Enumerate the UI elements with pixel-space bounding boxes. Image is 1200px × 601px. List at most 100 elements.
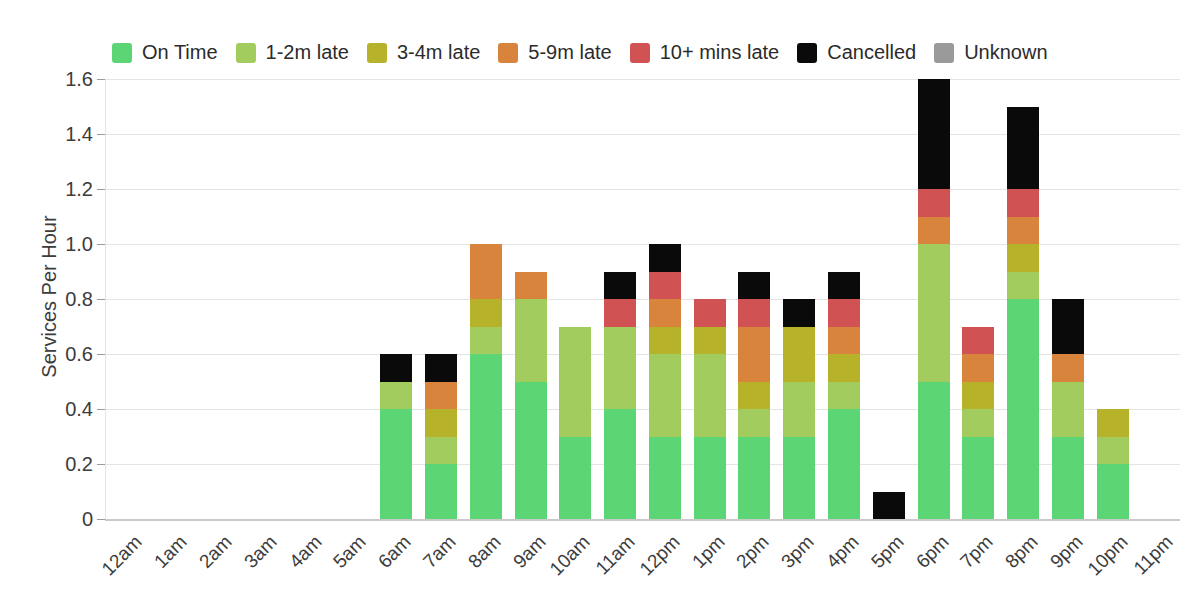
bar-segment-cancelled xyxy=(1007,107,1039,190)
bar-segment-3-4m-late xyxy=(425,409,457,437)
bar-1pm xyxy=(694,79,726,519)
legend-item-on-time[interactable]: On Time xyxy=(112,41,218,64)
bar-segment-5-9m-late xyxy=(962,354,994,382)
y-tick-mark xyxy=(97,79,105,80)
bar-segment-10-mins-late xyxy=(918,189,950,217)
bar-10am xyxy=(559,79,591,519)
bar-7pm xyxy=(962,79,994,519)
bar-9am xyxy=(515,79,547,519)
bar-segment-10-mins-late xyxy=(694,299,726,327)
y-tick-label: 0.4 xyxy=(3,397,93,421)
y-tick-label: 1.6 xyxy=(3,67,93,91)
bar-8pm xyxy=(1007,79,1039,519)
legend-label: Cancelled xyxy=(827,41,916,64)
y-tick-mark xyxy=(97,299,105,300)
bar-segment-10-mins-late xyxy=(649,272,681,300)
bar-segment-5-9m-late xyxy=(1007,217,1039,245)
bar-segment-1-2m-late xyxy=(828,382,860,410)
legend-swatch-icon xyxy=(797,43,817,63)
bar-segment-1-2m-late xyxy=(604,327,636,410)
bar-9pm xyxy=(1052,79,1084,519)
bar-segment-5-9m-late xyxy=(649,299,681,327)
bar-segment-1-2m-late xyxy=(515,299,547,382)
bar-segment-1-2m-late xyxy=(425,437,457,465)
legend-swatch-icon xyxy=(112,43,132,63)
bar-segment-on-time xyxy=(1097,464,1129,519)
bar-segment-cancelled xyxy=(918,79,950,189)
legend-label: 3-4m late xyxy=(397,41,480,64)
bar-segment-1-2m-late xyxy=(649,354,681,437)
y-tick-mark xyxy=(97,189,105,190)
bar-6am xyxy=(380,79,412,519)
legend-label: 5-9m late xyxy=(528,41,611,64)
legend-item-10-mins-late[interactable]: 10+ mins late xyxy=(630,41,780,64)
bar-segment-cancelled xyxy=(649,244,681,272)
bar-segment-3-4m-late xyxy=(1007,244,1039,272)
y-tick-label: 0.2 xyxy=(3,452,93,476)
bar-12pm xyxy=(649,79,681,519)
plot-area xyxy=(105,79,1180,519)
y-tick-mark xyxy=(97,519,105,520)
bar-segment-5-9m-late xyxy=(828,327,860,355)
bar-segment-5-9m-late xyxy=(515,272,547,300)
bar-segment-5-9m-late xyxy=(918,217,950,245)
legend-swatch-icon xyxy=(630,43,650,63)
bar-segment-1-2m-late xyxy=(470,327,502,355)
bar-segment-on-time xyxy=(470,354,502,519)
y-tick-label: 0 xyxy=(3,507,93,531)
bar-6pm xyxy=(918,79,950,519)
legend-label: 10+ mins late xyxy=(660,41,780,64)
legend-swatch-icon xyxy=(367,43,387,63)
y-tick-mark xyxy=(97,464,105,465)
bar-segment-3-4m-late xyxy=(962,382,994,410)
bar-segment-cancelled xyxy=(783,299,815,327)
bar-segment-1-2m-late xyxy=(962,409,994,437)
legend-label: Unknown xyxy=(964,41,1047,64)
bar-segment-on-time xyxy=(1052,437,1084,520)
bar-segment-10-mins-late xyxy=(1007,189,1039,217)
bar-segment-3-4m-late xyxy=(694,327,726,355)
bar-segment-cancelled xyxy=(828,272,860,300)
legend-item-3-4m-late[interactable]: 3-4m late xyxy=(367,41,480,64)
bar-segment-5-9m-late xyxy=(738,327,770,382)
bar-segment-cancelled xyxy=(873,492,905,520)
bar-segment-5-9m-late xyxy=(470,244,502,299)
bar-segment-cancelled xyxy=(380,354,412,382)
bar-segment-on-time xyxy=(515,382,547,520)
legend-label: 1-2m late xyxy=(266,41,349,64)
bar-segment-10-mins-late xyxy=(738,299,770,327)
bar-segment-1-2m-late xyxy=(380,382,412,410)
bar-segment-10-mins-late xyxy=(828,299,860,327)
bar-segment-3-4m-late xyxy=(828,354,860,382)
y-tick-mark xyxy=(97,409,105,410)
bar-segment-3-4m-late xyxy=(649,327,681,355)
bar-segment-on-time xyxy=(828,409,860,519)
legend-item-1-2m-late[interactable]: 1-2m late xyxy=(236,41,349,64)
bar-7am xyxy=(425,79,457,519)
bar-3pm xyxy=(783,79,815,519)
legend-swatch-icon xyxy=(236,43,256,63)
bar-segment-10-mins-late xyxy=(604,299,636,327)
bar-segment-1-2m-late xyxy=(1052,382,1084,437)
legend-item-unknown[interactable]: Unknown xyxy=(934,41,1047,64)
services-per-hour-chart: On Time 1-2m late 3-4m late 5-9m late 10+ mi… xyxy=(0,0,1200,601)
bar-segment-on-time xyxy=(649,437,681,520)
bar-segment-on-time xyxy=(962,437,994,520)
legend-item-5-9m-late[interactable]: 5-9m late xyxy=(498,41,611,64)
bar-segment-on-time xyxy=(559,437,591,520)
bar-segment-1-2m-late xyxy=(918,244,950,382)
bar-2pm xyxy=(738,79,770,519)
bar-segment-cancelled xyxy=(1052,299,1084,354)
y-tick-label: 0.8 xyxy=(3,287,93,311)
bar-segment-5-9m-late xyxy=(425,382,457,410)
bar-segment-3-4m-late xyxy=(470,299,502,327)
bar-5pm xyxy=(873,79,905,519)
bar-segment-1-2m-late xyxy=(694,354,726,437)
bar-11am xyxy=(604,79,636,519)
bar-segment-1-2m-late xyxy=(738,409,770,437)
bar-segment-cancelled xyxy=(604,272,636,300)
bar-segment-on-time xyxy=(918,382,950,520)
legend-item-cancelled[interactable]: Cancelled xyxy=(797,41,916,64)
bar-segment-on-time xyxy=(783,437,815,520)
legend-swatch-icon xyxy=(934,43,954,63)
